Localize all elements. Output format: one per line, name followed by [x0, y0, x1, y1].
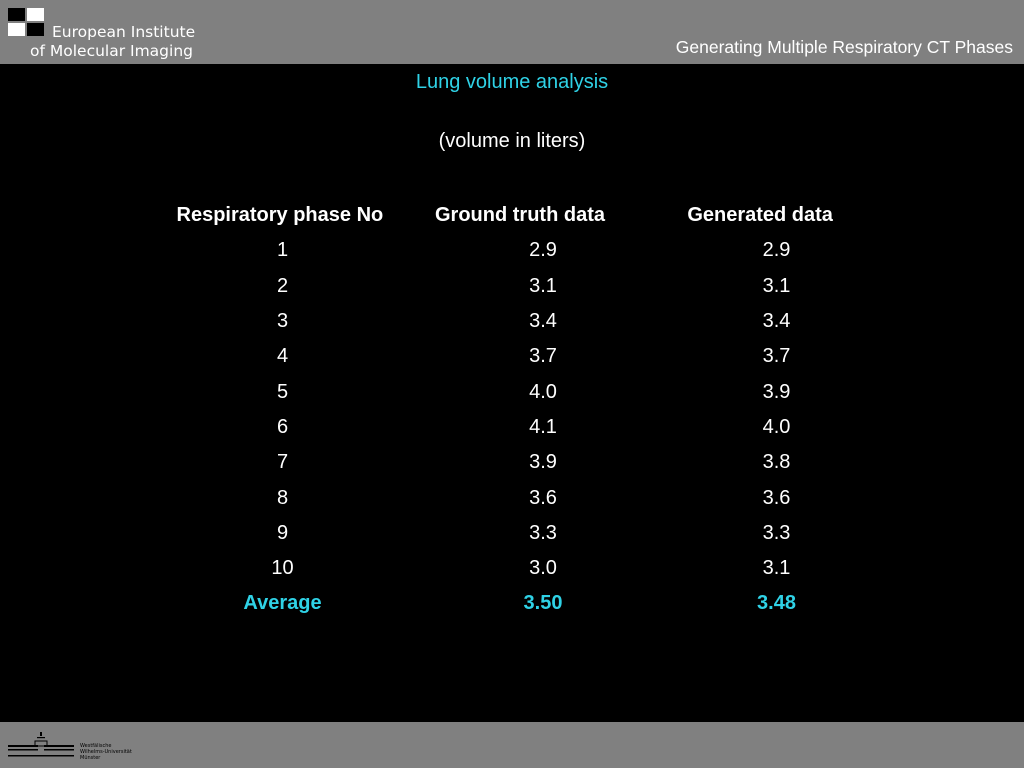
- slide-title: Lung volume analysis: [415, 71, 609, 93]
- column-header: Ground truth data: [435, 204, 605, 227]
- generated-cell: 3.4: [762, 310, 791, 333]
- university-logo-text: Wilhelms-Universität: [80, 749, 132, 755]
- phase-number-cell: 4: [276, 345, 289, 368]
- organization-name: European Institute of Molecular Imaging: [30, 23, 196, 61]
- table-row: 6 4.1 4.0: [150, 410, 890, 445]
- org-name-line1: European Institute: [52, 23, 196, 41]
- ground-truth-cell: 3.9: [529, 451, 557, 474]
- phase-number-cell: 9: [276, 521, 289, 544]
- presentation-title: Generating Multiple Respiratory CT Phase…: [675, 37, 1013, 57]
- column-header: Generated data: [687, 204, 833, 227]
- column-header: Respiratory phase No: [176, 204, 384, 227]
- table-row: 5 4.0 3.9: [150, 374, 890, 409]
- table-row: 1 2.9 2.9: [150, 233, 890, 268]
- phase-number-cell: 8: [276, 486, 289, 509]
- average-label: Average: [243, 592, 322, 615]
- header-bar: European Institute of Molecular Imaging …: [0, 0, 1024, 64]
- ground-truth-cell: 3.4: [529, 310, 557, 333]
- generated-cell: 3.1: [762, 557, 791, 580]
- phase-number-cell: 2: [276, 274, 289, 297]
- generated-cell: 3.3: [762, 521, 791, 544]
- slide-subtitle: (volume in liters): [438, 130, 586, 152]
- phase-number-cell: 1: [276, 239, 289, 262]
- table-row: 4 3.7 3.7: [150, 339, 890, 374]
- phase-number-cell: 10: [271, 557, 294, 580]
- ground-truth-cell: 3.3: [529, 521, 557, 544]
- table-row: 7 3.9 3.8: [150, 445, 890, 480]
- generated-cell: 3.6: [762, 486, 791, 509]
- university-logo-icon: Westfälische Wilhelms-Universität Münste…: [8, 732, 132, 761]
- generated-cell: 4.0: [762, 415, 791, 438]
- phase-number-cell: 5: [276, 380, 289, 403]
- table-body: 1 2.9 2.9 2 3.1 3.1 3 3.4 3.4 4 3.7 3.7 5 4.0 3.9 6 4.1 4…: [150, 233, 890, 586]
- generated-cell: 3.1: [762, 274, 791, 297]
- table-row: 3 3.4 3.4: [150, 304, 890, 339]
- ground-truth-cell: 4.1: [529, 415, 557, 438]
- university-logo-text: Westfälische: [80, 743, 112, 749]
- ground-truth-cell: 3.6: [529, 486, 557, 509]
- lung-volume-table: Respiratory phase No Ground truth data G…: [150, 198, 890, 622]
- generated-cell: 3.8: [762, 451, 791, 474]
- eimi-logo-icon: [8, 8, 44, 36]
- generated-cell: 2.9: [762, 239, 791, 262]
- table-row: 2 3.1 3.1: [150, 269, 890, 304]
- phase-number-cell: 6: [276, 415, 289, 438]
- table-row: 9 3.3 3.3: [150, 516, 890, 551]
- ground-truth-cell: 3.7: [529, 345, 557, 368]
- generated-cell: 3.9: [762, 380, 791, 403]
- table-header-row: Respiratory phase No Ground truth data G…: [150, 198, 890, 233]
- average-generated: 3.48: [757, 592, 796, 615]
- table-row: 8 3.6 3.6: [150, 480, 890, 515]
- average-row: Average 3.50 3.48: [150, 586, 890, 621]
- table-row: 10 3.0 3.1: [150, 551, 890, 586]
- average-ground-truth: 3.50: [523, 592, 563, 615]
- footer-bar: Westfälische Wilhelms-Universität Münste…: [0, 722, 1024, 768]
- phase-number-cell: 3: [276, 310, 289, 333]
- ground-truth-cell: 3.1: [529, 274, 557, 297]
- phase-number-cell: 7: [276, 451, 289, 474]
- ground-truth-cell: 4.0: [529, 380, 557, 403]
- ground-truth-cell: 2.9: [529, 239, 557, 262]
- generated-cell: 3.7: [762, 345, 791, 368]
- university-logo-text: Münster: [80, 755, 101, 761]
- org-name-line2: of Molecular Imaging: [30, 42, 193, 60]
- ground-truth-cell: 3.0: [529, 557, 557, 580]
